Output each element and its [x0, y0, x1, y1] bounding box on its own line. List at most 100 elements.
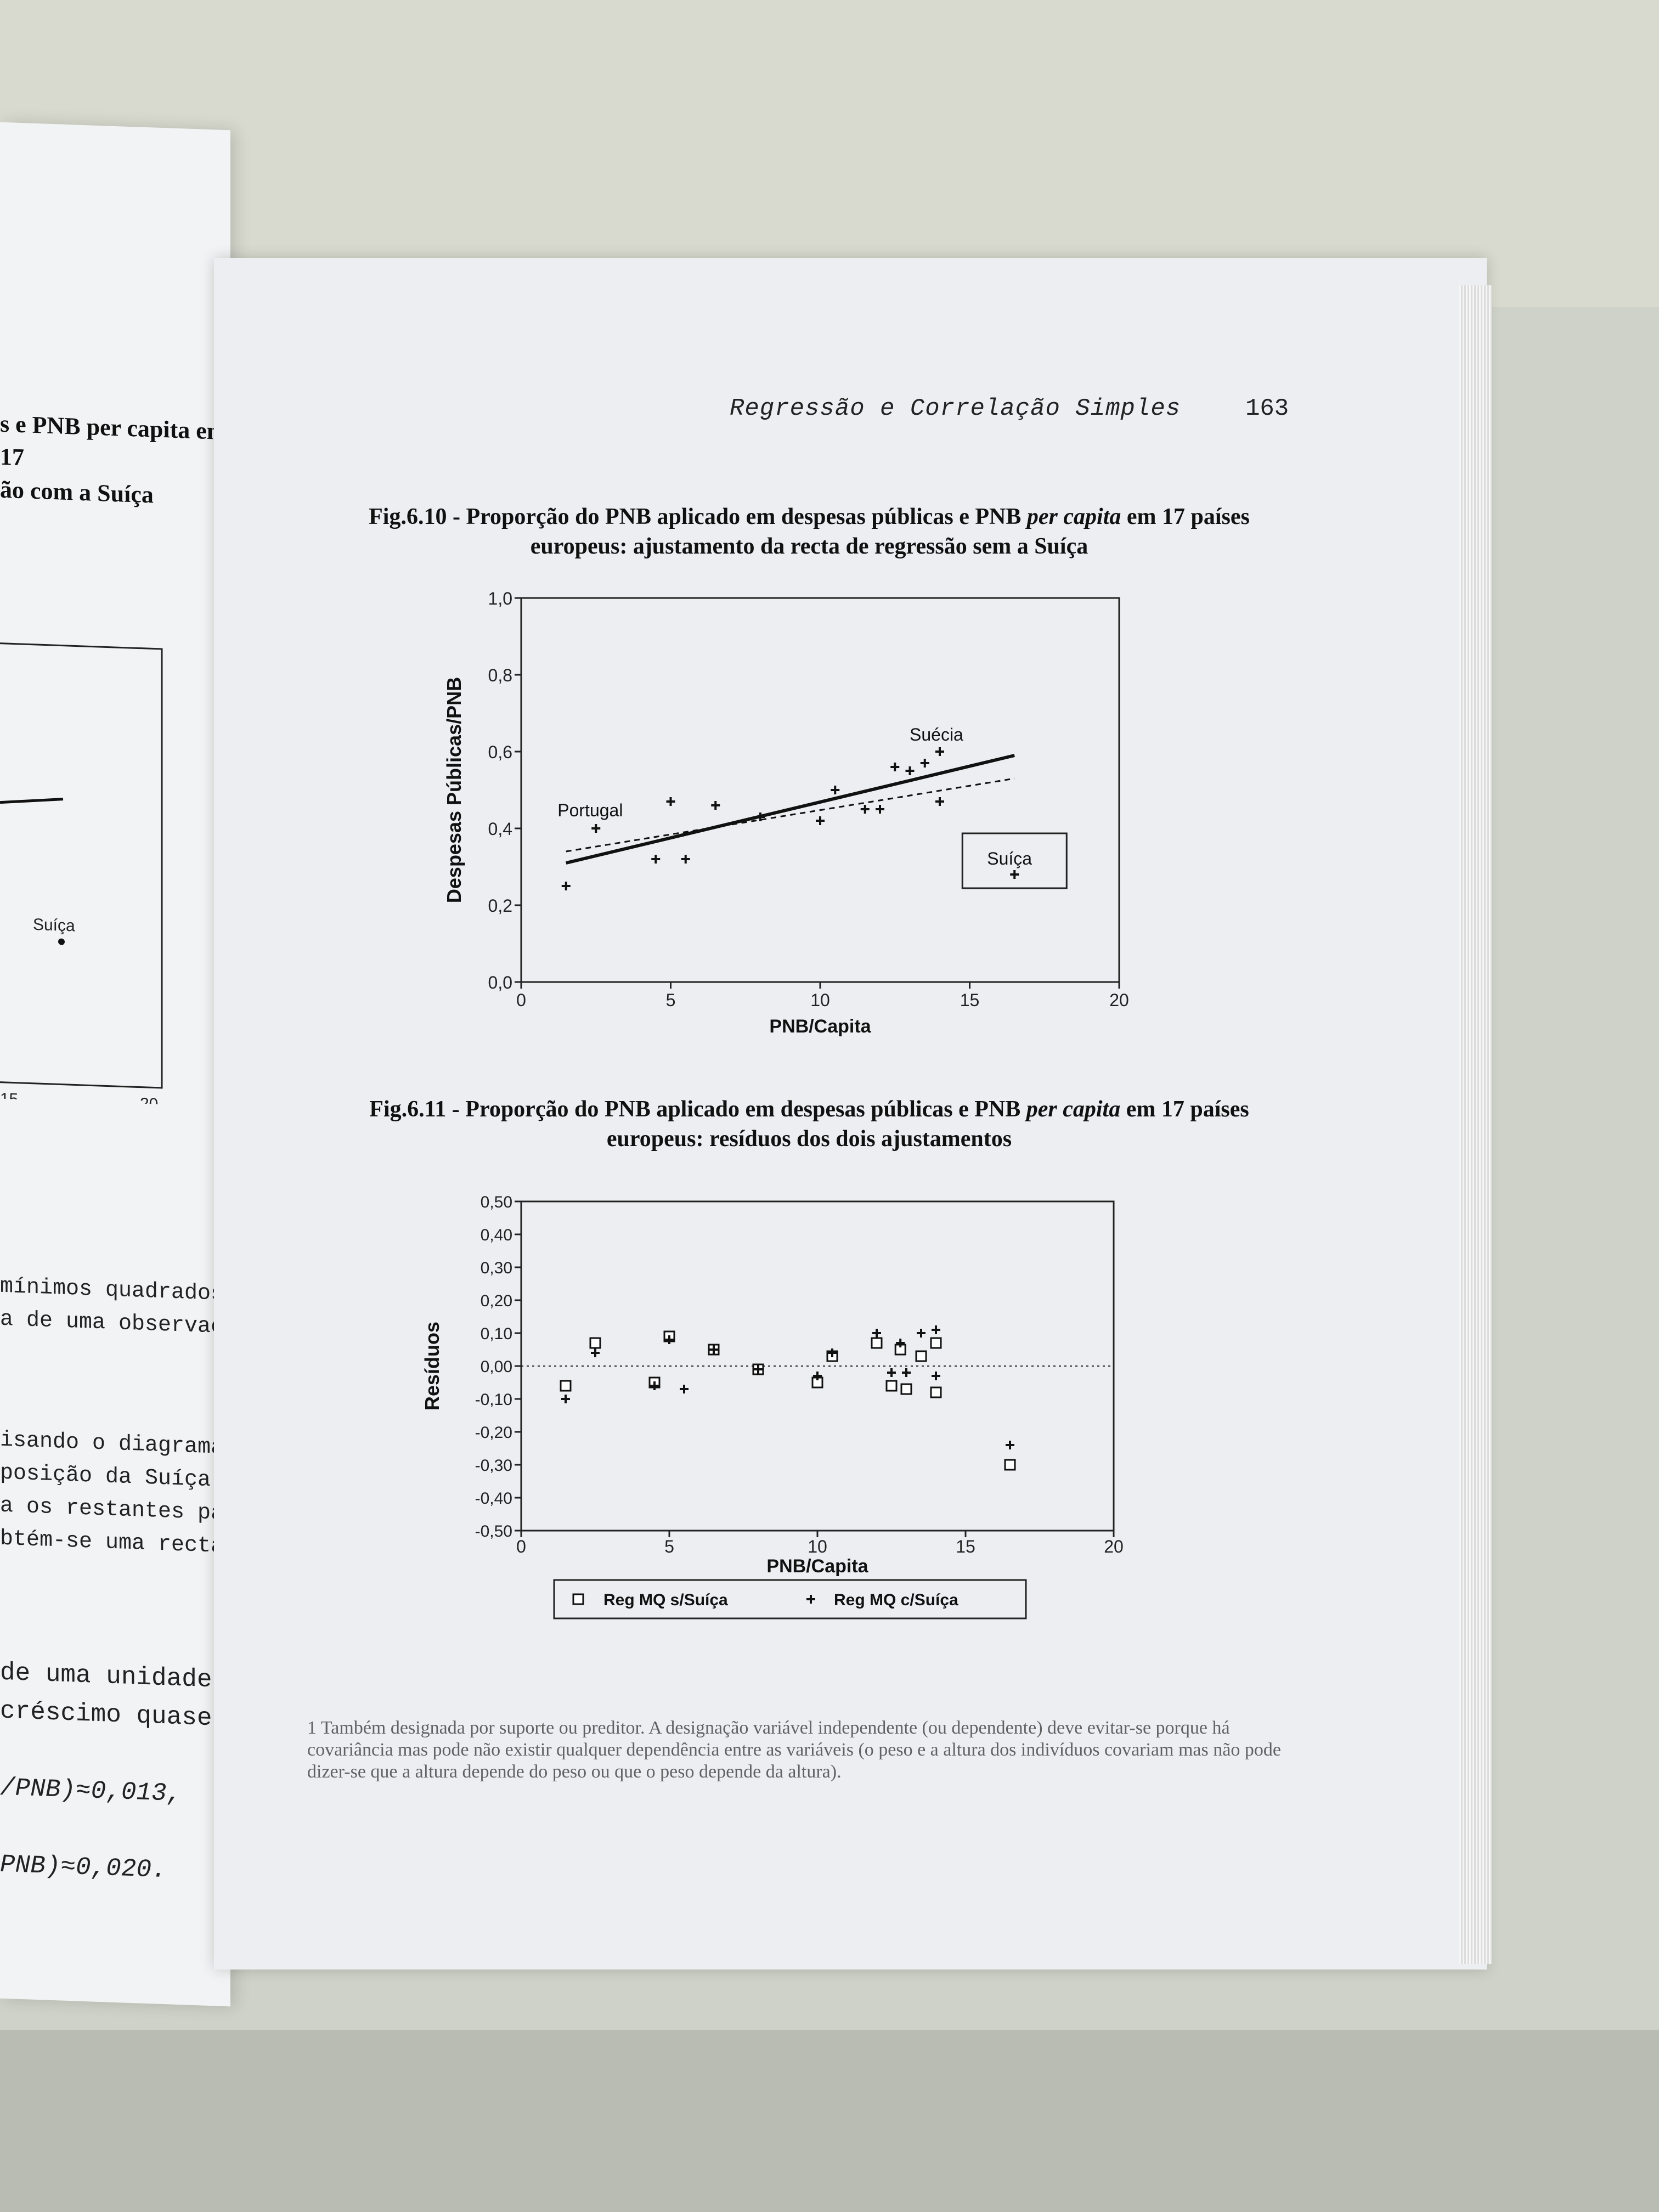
- y-tick-label: -0,20: [475, 1424, 512, 1442]
- left-chart-label-suica: Suíça: [33, 916, 75, 935]
- left-text-line: mínimos quadrados): [0, 1274, 230, 1307]
- legend-label: Reg MQ s/Suíça: [603, 1591, 728, 1609]
- suica-box: [961, 832, 1068, 889]
- regression-line-solid: [566, 754, 1015, 865]
- page-edge: [1459, 285, 1492, 1964]
- fig611-caption-line1: Fig.6.11 - Proporção do PNB aplicado em …: [315, 1094, 1303, 1124]
- data-point-square: [930, 1386, 942, 1398]
- left-chart-tick: 20: [140, 1095, 158, 1107]
- legend-marker-square: [572, 1593, 584, 1605]
- data-point-square: [1004, 1459, 1016, 1471]
- data-point-plus: [665, 1335, 674, 1344]
- fig611-caption: Fig.6.11 - Proporção do PNB aplicado em …: [315, 1094, 1303, 1154]
- data-point-square: [915, 1350, 927, 1362]
- data-point: [935, 747, 944, 756]
- left-text-line: posição da Suíça se: [0, 1460, 230, 1494]
- left-page: s e PNB per capita em 17 ão com a Suíça …: [0, 122, 230, 2007]
- footnote-text: Também designada por suporte ou preditor…: [307, 1718, 1281, 1782]
- y-tick-label: 0,8: [488, 665, 512, 685]
- left-text-line: PNB)≈0,020.: [0, 1850, 167, 1885]
- data-point: [711, 801, 720, 810]
- data-point: [890, 763, 900, 771]
- x-tick-label: 10: [810, 990, 830, 1010]
- left-text-line: a de uma observaçã: [0, 1307, 230, 1340]
- left-text-line: de uma unidade de: [0, 1658, 230, 1696]
- data-point-square: [871, 1337, 883, 1349]
- annotation-suica: Suíça: [987, 849, 1032, 868]
- data-point-plus: [754, 1365, 763, 1374]
- legend-marker-plus: [806, 1595, 815, 1604]
- data-point-plus: [680, 1385, 689, 1393]
- footnote-number: 1: [307, 1718, 317, 1738]
- data-point: [666, 797, 675, 806]
- left-text-line: /PNB)≈0,013,: [0, 1773, 182, 1809]
- x-tick-label: 10: [808, 1537, 827, 1556]
- y-tick-label: 0,20: [481, 1292, 512, 1310]
- x-tick-label: 15: [960, 990, 980, 1010]
- y-tick-label: 1,0: [488, 589, 512, 608]
- x-tick-label: 0: [516, 1537, 526, 1556]
- data-point: [561, 882, 571, 890]
- caption-italic: per capita: [1026, 1097, 1121, 1122]
- caption-text: Fig.6.11 - Proporção do PNB aplicado em …: [369, 1097, 1026, 1122]
- y-tick-label: 0,40: [481, 1226, 512, 1244]
- annotation-portugal: Portugal: [557, 800, 623, 820]
- left-text-line: isando o diagrama de: [0, 1427, 230, 1462]
- left-chart-tick: 15: [0, 1090, 18, 1107]
- y-tick-label: 0,6: [488, 742, 512, 762]
- right-page: [214, 258, 1487, 1970]
- data-point-square: [589, 1337, 601, 1349]
- y-tick-label: 0,50: [481, 1193, 512, 1211]
- caption-italic: per capita: [1026, 504, 1121, 529]
- x-axis-label: PNB/Capita: [769, 1016, 871, 1037]
- data-point-plus: [828, 1348, 837, 1357]
- y-tick-label: 0,00: [481, 1358, 512, 1376]
- caption-text: Fig.6.10 - Proporção do PNB aplicado em …: [369, 504, 1027, 529]
- x-axis-label: PNB/Capita: [766, 1556, 868, 1577]
- footnote: 1 Também designada por suporte ou predit…: [307, 1717, 1306, 1783]
- data-point: [756, 812, 765, 821]
- fig611-caption-line2: europeus: resíduos dos dois ajustamentos: [606, 1126, 1012, 1152]
- data-point: [920, 759, 929, 768]
- left-text-line: a os restantes países: [0, 1493, 230, 1528]
- data-point-plus: [932, 1372, 940, 1380]
- caption-text: em 17 países: [1120, 1097, 1249, 1122]
- left-text-line: btém-se uma recta de: [0, 1526, 230, 1561]
- data-point: [591, 824, 601, 833]
- data-point: [860, 805, 870, 814]
- data-point-square: [930, 1337, 942, 1349]
- left-caption-line: s e PNB per capita em 17: [0, 410, 227, 471]
- data-point-plus: [896, 1339, 905, 1347]
- y-tick-label: -0,10: [475, 1391, 512, 1409]
- y-axis-label: Despesas Públicas/PNB: [443, 677, 465, 903]
- x-tick-label: 15: [956, 1537, 975, 1556]
- data-point-plus: [872, 1329, 881, 1338]
- left-figure-caption: s e PNB per capita em 17 ão com a Suíça: [0, 408, 230, 515]
- left-text-line: créscimo quase dupl: [0, 1696, 230, 1735]
- data-point: [651, 855, 661, 864]
- chart-fig611: -0,50 -0,40 -0,30 -0,20 -0,10 0,00 0,10 0,20 0,3…: [421, 1193, 1124, 1620]
- y-tick-label: 0,0: [488, 973, 512, 992]
- data-point: [681, 855, 690, 864]
- data-point: [816, 816, 825, 825]
- data-point-plus: [561, 1395, 570, 1403]
- annotation-suecia: Suécia: [910, 725, 963, 744]
- data-point-square: [900, 1383, 912, 1395]
- data-point-plus: [902, 1368, 911, 1377]
- x-tick-label: 20: [1109, 990, 1129, 1010]
- page-number: 163: [1245, 395, 1289, 422]
- data-point: [905, 766, 915, 775]
- background-bottom: [0, 2030, 1659, 2212]
- data-point: [831, 786, 840, 794]
- fig610-caption-line1: Fig.6.10 - Proporção do PNB aplicado em …: [315, 502, 1303, 532]
- data-point-plus: [1006, 1441, 1014, 1449]
- data-point: [1010, 870, 1019, 879]
- data-point-plus: [813, 1372, 822, 1380]
- y-tick-label: 0,30: [481, 1259, 512, 1277]
- x-tick-label: 20: [1104, 1537, 1124, 1556]
- y-tick-label: -0,40: [475, 1489, 512, 1508]
- data-point-plus: [591, 1348, 600, 1357]
- y-tick-label: 0,4: [488, 819, 512, 839]
- x-tick-label: 5: [664, 1537, 674, 1556]
- x-tick-label: 0: [516, 990, 526, 1010]
